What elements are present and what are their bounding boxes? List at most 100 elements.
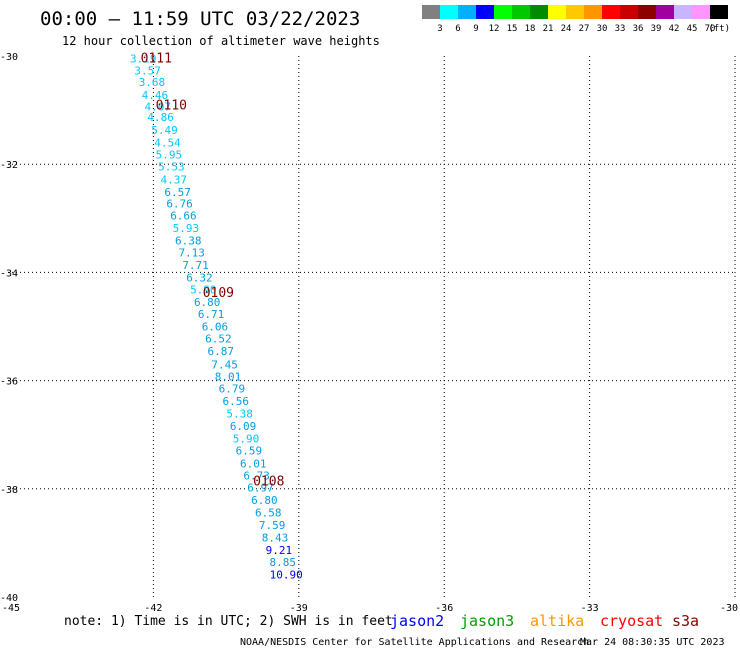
colorbar-tick: 18 <box>525 24 536 34</box>
colorbar-swatch <box>566 5 584 19</box>
wave-height-value: 7.59 <box>259 519 286 532</box>
wave-height-value: 7.45 <box>211 358 238 371</box>
wave-height-value: 6.79 <box>219 383 246 396</box>
y-tick-label: -40 <box>0 593 18 604</box>
y-tick-label: -32 <box>0 160 18 171</box>
wave-height-value: 6.66 <box>170 210 197 223</box>
footer-note: note: 1) Time is in UTC; 2) SWH is in fe… <box>64 614 393 629</box>
wave-height-value: 8.85 <box>270 556 297 569</box>
wave-height-value: 7.71 <box>182 259 209 272</box>
colorbar-swatch <box>512 5 530 19</box>
colorbar-tick: 36 <box>633 24 644 34</box>
y-tick-label: -38 <box>0 485 18 496</box>
colorbar-tick: 27 <box>579 24 590 34</box>
wave-height-value: 3.68 <box>139 76 166 89</box>
colorbar-swatch <box>674 5 692 19</box>
satellite-legend: jason2 jason3 altika cryosat s3a <box>390 612 699 630</box>
wave-height-value: 6.01 <box>240 457 267 470</box>
colorbar-tick: 21 <box>543 24 554 34</box>
wave-height-value: 8.01 <box>215 370 242 383</box>
wave-height-value: 5.90 <box>233 432 260 445</box>
wave-height-value: 9.21 <box>266 544 293 557</box>
footer-credit: NOAA/NESDIS Center for Satellite Applica… <box>240 637 589 648</box>
colorbar-swatch <box>656 5 674 19</box>
y-tick-label: -30 <box>0 52 18 63</box>
wave-height-value: 6.97 <box>247 482 274 495</box>
pass-time-labels: 0111 0110 0109 0108 <box>141 52 285 490</box>
colorbar-legend: 3 6 9 12 15 18 21 24 27 30 33 36 39 42 45 70(ft) <box>422 5 730 34</box>
colorbar-swatch <box>494 5 512 19</box>
x-tick-label: -45 <box>2 603 20 614</box>
x-axis-tick-labels: -45 -42 -39 -36 -33 -30 <box>2 603 738 614</box>
grid-lines <box>8 56 736 597</box>
footer-timestamp: Mar 24 08:30:35 UTC 2023 <box>580 637 725 648</box>
wave-height-value: 6.87 <box>208 345 235 358</box>
x-tick-label: -42 <box>144 603 162 614</box>
wave-height-value: 6.73 <box>243 469 270 482</box>
wave-height-value: 6.38 <box>175 234 202 247</box>
colorbar-tick: 45 <box>687 24 698 34</box>
colorbar-tick: 3 <box>437 24 442 34</box>
chart-subtitle: 12 hour collection of altimeter wave hei… <box>62 34 380 48</box>
colorbar-tick: 30 <box>597 24 608 34</box>
colorbar-swatch <box>692 5 710 19</box>
wave-height-value: 8.43 <box>262 531 289 544</box>
wave-height-value: 7.13 <box>178 246 205 259</box>
y-tick-label: -34 <box>0 268 18 279</box>
wave-height-value: 5.93 <box>173 222 200 235</box>
wave-height-value: 6.71 <box>198 308 225 321</box>
x-tick-label: -30 <box>720 603 738 614</box>
colorbar-swatch <box>548 5 566 19</box>
colorbar-swatch <box>710 5 728 19</box>
wave-height-value: 6.59 <box>236 444 263 457</box>
wave-height-value: 5.49 <box>151 124 178 137</box>
wave-height-value: 6.57 <box>164 186 191 199</box>
wave-height-value: 4.54 <box>154 137 181 150</box>
satellite-s3a: s3a <box>672 612 699 630</box>
wave-height-value: 5.95 <box>156 148 183 161</box>
wave-height-value: 6.56 <box>223 395 250 408</box>
pass-time-label: 0108 <box>253 475 284 490</box>
colorbar-swatch <box>602 5 620 19</box>
satellite-jason2: jason2 <box>390 612 444 630</box>
wave-height-value: 5.38 <box>226 408 253 421</box>
wave-height-value: 10.90 <box>270 568 303 581</box>
x-tick-label: -39 <box>290 603 308 614</box>
colorbar-tick: 15 <box>507 24 518 34</box>
x-tick-label: -33 <box>581 603 599 614</box>
colorbar-unit: (ft) <box>708 24 730 34</box>
pass-time-label: 0109 <box>203 286 234 301</box>
wave-height-value: 4.07 <box>145 100 172 113</box>
wave-height-value: 6.80 <box>251 494 278 507</box>
wave-height-value: 4.46 <box>142 89 169 102</box>
wave-height-value: 5.90 <box>190 284 217 297</box>
colorbar-tick: 9 <box>473 24 478 34</box>
wave-height-value: 6.32 <box>186 271 213 284</box>
y-axis-tick-labels: -30 -32 -34 -36 -38 -40 <box>0 52 18 604</box>
wave-height-value: 4.86 <box>147 111 174 124</box>
pass-time-label: 0111 <box>141 52 172 67</box>
y-tick-label: -36 <box>0 377 18 388</box>
colorbar-tick: 70 <box>705 24 716 34</box>
wave-height-value: 5.53 <box>158 160 185 173</box>
chart-title: 00:00 – 11:59 UTC 03/22/2023 <box>40 8 360 30</box>
x-tick-label: -36 <box>435 603 453 614</box>
pass-time-label: 0110 <box>156 99 187 114</box>
satellite-jason3: jason3 <box>460 612 514 630</box>
colorbar-swatch <box>620 5 638 19</box>
wave-height-value: 3.19 <box>130 53 157 66</box>
colorbar-tick: 42 <box>669 24 680 34</box>
wave-height-value: 3.57 <box>134 65 161 78</box>
wave-height-value: 6.76 <box>166 198 193 211</box>
wave-height-value: 4.37 <box>161 173 188 186</box>
colorbar-tick: 39 <box>651 24 662 34</box>
colorbar-tick: 12 <box>489 24 500 34</box>
colorbar-swatch <box>440 5 458 19</box>
colorbar-tick: 33 <box>615 24 626 34</box>
colorbar-swatch <box>584 5 602 19</box>
colorbar-swatch <box>458 5 476 19</box>
wave-height-value: 6.09 <box>230 420 257 433</box>
wave-height-value: 6.58 <box>255 507 282 520</box>
wave-height-value: 6.52 <box>205 332 232 345</box>
